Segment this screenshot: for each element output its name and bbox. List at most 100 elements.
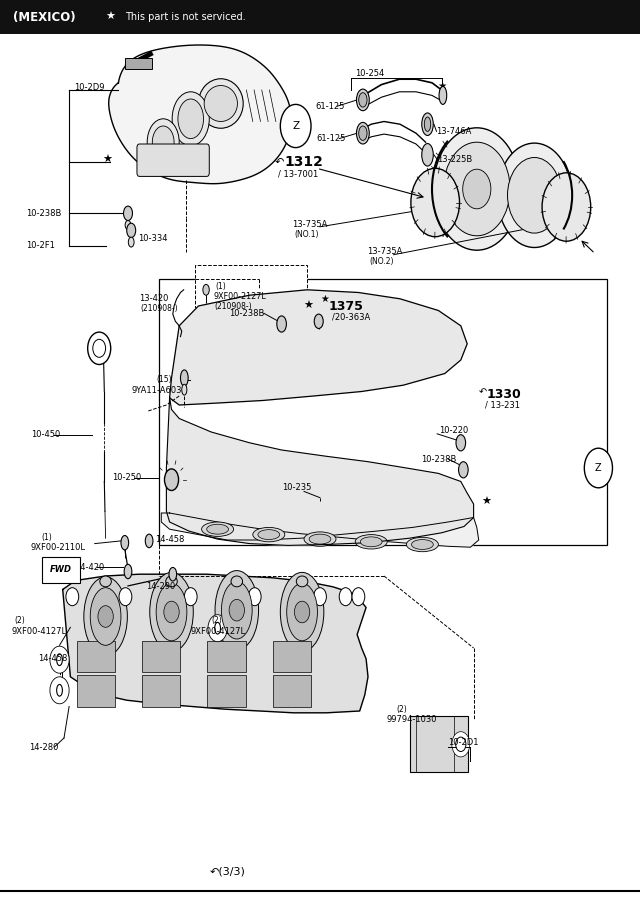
Bar xyxy=(410,716,468,772)
Ellipse shape xyxy=(180,370,188,386)
Circle shape xyxy=(542,173,591,241)
Ellipse shape xyxy=(172,92,209,146)
Circle shape xyxy=(433,128,520,250)
Ellipse shape xyxy=(121,536,129,550)
Text: ★: ★ xyxy=(303,301,314,311)
Ellipse shape xyxy=(309,534,331,544)
Text: / 13-231: / 13-231 xyxy=(485,400,520,410)
Text: 99794-1030: 99794-1030 xyxy=(387,716,437,724)
Ellipse shape xyxy=(150,572,193,652)
Ellipse shape xyxy=(169,568,177,581)
Bar xyxy=(207,641,246,672)
Text: (NO.2): (NO.2) xyxy=(369,257,394,266)
Text: Z: Z xyxy=(292,121,300,131)
Text: 10-2F1: 10-2F1 xyxy=(26,241,54,250)
Ellipse shape xyxy=(207,524,228,535)
Text: ↶: ↶ xyxy=(479,387,487,398)
Text: 9XF00-4127L: 9XF00-4127L xyxy=(191,627,246,636)
Polygon shape xyxy=(63,574,368,713)
Circle shape xyxy=(508,158,561,233)
Text: (2): (2) xyxy=(14,616,25,625)
Text: 10-250: 10-250 xyxy=(112,473,141,482)
Text: This part is not serviced.: This part is not serviced. xyxy=(125,12,245,22)
Text: 13-735A: 13-735A xyxy=(367,248,402,256)
Ellipse shape xyxy=(314,314,323,328)
Circle shape xyxy=(119,588,132,606)
Text: 9XF00-4127L: 9XF00-4127L xyxy=(12,627,67,636)
Ellipse shape xyxy=(356,89,369,111)
Bar xyxy=(125,58,152,69)
Text: 10-2D1: 10-2D1 xyxy=(448,738,479,747)
Ellipse shape xyxy=(56,653,63,666)
Circle shape xyxy=(229,599,244,621)
Ellipse shape xyxy=(280,572,324,652)
Polygon shape xyxy=(109,45,291,184)
Ellipse shape xyxy=(439,86,447,104)
Text: 10-450: 10-450 xyxy=(31,430,60,439)
Text: 1330: 1330 xyxy=(486,388,521,400)
Bar xyxy=(77,675,115,706)
Circle shape xyxy=(98,606,113,627)
Bar xyxy=(142,641,180,672)
Ellipse shape xyxy=(152,126,174,158)
Text: 10-238B: 10-238B xyxy=(26,209,61,218)
Ellipse shape xyxy=(422,144,433,166)
Text: 61-125: 61-125 xyxy=(317,134,346,143)
Ellipse shape xyxy=(215,623,220,634)
Ellipse shape xyxy=(215,571,259,650)
Bar xyxy=(159,279,607,544)
Text: (2): (2) xyxy=(211,616,222,625)
Ellipse shape xyxy=(355,535,387,549)
Circle shape xyxy=(339,588,352,606)
Text: FWD: FWD xyxy=(50,565,72,574)
Ellipse shape xyxy=(90,588,121,645)
Text: 14-458: 14-458 xyxy=(38,654,68,663)
Ellipse shape xyxy=(304,532,336,546)
Ellipse shape xyxy=(147,119,179,166)
Circle shape xyxy=(314,588,326,606)
Ellipse shape xyxy=(203,284,209,295)
Ellipse shape xyxy=(424,117,431,131)
Circle shape xyxy=(184,588,197,606)
Ellipse shape xyxy=(204,86,237,122)
Ellipse shape xyxy=(124,564,132,579)
Text: 10-238B: 10-238B xyxy=(421,454,456,464)
Ellipse shape xyxy=(231,576,243,587)
Text: 61-125: 61-125 xyxy=(315,102,344,111)
Polygon shape xyxy=(166,398,474,545)
Text: 9XF00-2110L: 9XF00-2110L xyxy=(31,543,86,552)
Text: 10-220: 10-220 xyxy=(439,426,468,435)
Text: ★: ★ xyxy=(438,80,447,91)
Ellipse shape xyxy=(84,577,127,656)
Text: ★: ★ xyxy=(102,155,113,166)
Ellipse shape xyxy=(358,126,367,140)
Circle shape xyxy=(584,448,612,488)
Text: 9XF00-2127L: 9XF00-2127L xyxy=(213,292,266,301)
Text: 14-420: 14-420 xyxy=(76,562,105,572)
Circle shape xyxy=(456,737,466,751)
Text: (1): (1) xyxy=(216,282,227,291)
Ellipse shape xyxy=(358,93,367,107)
Text: / 13-7001: / 13-7001 xyxy=(278,169,319,178)
Ellipse shape xyxy=(422,113,433,136)
Circle shape xyxy=(88,332,111,365)
Ellipse shape xyxy=(182,384,187,395)
Text: (1): (1) xyxy=(42,533,52,542)
Text: ↶(3/3): ↶(3/3) xyxy=(209,866,245,877)
Ellipse shape xyxy=(198,79,243,128)
Text: /20-363A: /20-363A xyxy=(332,312,370,321)
Text: 13-746A: 13-746A xyxy=(436,127,472,136)
Ellipse shape xyxy=(296,576,308,587)
Ellipse shape xyxy=(221,581,252,639)
Circle shape xyxy=(452,732,470,757)
Ellipse shape xyxy=(178,99,204,139)
Ellipse shape xyxy=(156,583,187,641)
Text: 10-334: 10-334 xyxy=(138,234,167,243)
Circle shape xyxy=(66,588,79,606)
Text: 14-458: 14-458 xyxy=(155,536,184,544)
Ellipse shape xyxy=(277,316,287,332)
Polygon shape xyxy=(170,290,467,405)
Ellipse shape xyxy=(164,469,179,491)
Text: (210908-): (210908-) xyxy=(141,304,179,313)
Text: 10-238B: 10-238B xyxy=(229,309,264,318)
